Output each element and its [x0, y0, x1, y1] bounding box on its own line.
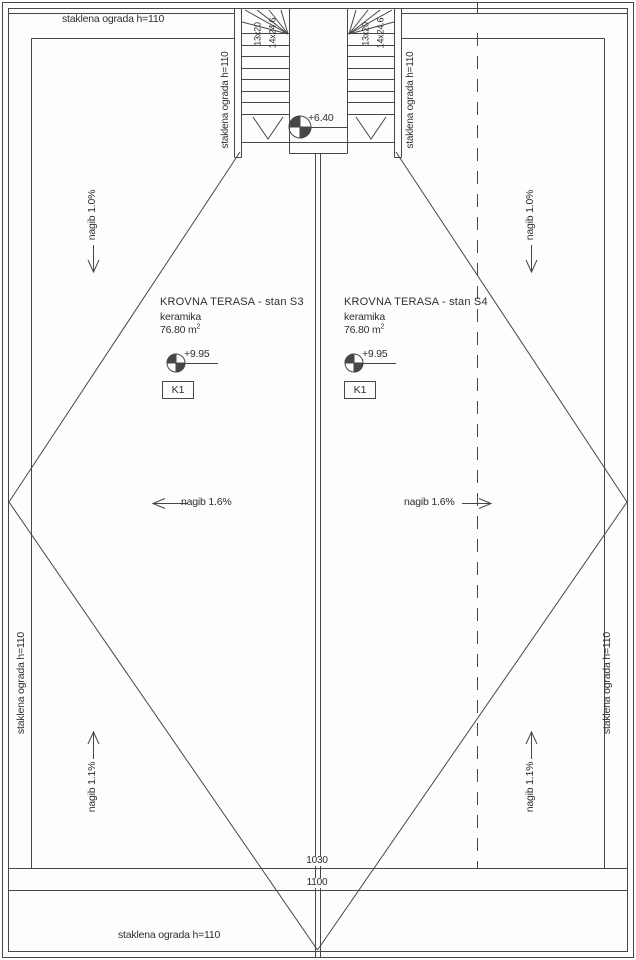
- dimension-lower-value: 1100: [297, 878, 337, 888]
- terrace-right-level: +9.95: [362, 348, 388, 360]
- slope-label-top-left: nagib 1.0%: [85, 189, 98, 241]
- railing-label-stair-right: staklena ograda h=110: [405, 51, 416, 149]
- slope-label-top-right: nagib 1.0%: [523, 189, 536, 241]
- terrace-left-tag: K1: [162, 381, 194, 399]
- slope-arrows: [87, 245, 538, 759]
- railing-label-bottom: staklena ograda h=110: [118, 929, 221, 941]
- terrace-right-material: keramika: [344, 311, 385, 323]
- slope-label-mid-right: nagib 1.6%: [404, 496, 455, 508]
- stair-left-flight: [234, 8, 290, 158]
- railing-label-top: staklena ograda h=110: [62, 13, 165, 25]
- level-marker-landing: [288, 115, 347, 139]
- terrace-right-title: KROVNA TERASA - stan S4: [344, 296, 488, 308]
- terrace-right-tag: K1: [344, 381, 376, 399]
- railing-label-right: staklena ograda h=110: [600, 631, 613, 735]
- stair-right-dim1: 13x20: [360, 22, 371, 46]
- terrace-left-area: 76.80 m2: [160, 323, 201, 336]
- center-division-line: [315, 153, 321, 958]
- terrace-left-level: +9.95: [184, 348, 210, 360]
- stair-right-flight: [347, 8, 402, 158]
- railing-label-stair-left: staklena ograda h=110: [220, 51, 231, 149]
- roof-ridge-lines: [8, 151, 628, 951]
- dimension-upper-value: 1030: [297, 856, 337, 866]
- railing-label-left: staklena ograda h=110: [14, 631, 27, 735]
- slope-label-bottom-left: nagib 1.1%: [85, 761, 98, 813]
- terrace-right-area: 76.80 m2: [344, 323, 385, 336]
- slope-label-bottom-right: nagib 1.1%: [523, 761, 536, 813]
- stair-direction-arrow: [355, 116, 387, 140]
- stair-right-dim2: 14x24.6: [375, 17, 386, 49]
- stair-left-dim2: 14x24.6: [267, 17, 278, 49]
- stair-landing: [289, 8, 348, 154]
- landing-level-value: +6.40: [308, 112, 334, 124]
- stair-left-dim1: 13x20: [252, 22, 263, 46]
- dimension-lines: [8, 868, 628, 891]
- level-marker-left-terrace: [166, 353, 218, 373]
- slope-label-mid-left: nagib 1.6%: [181, 496, 232, 508]
- terrace-left-title: KROVNA TERASA - stan S3: [160, 296, 304, 308]
- parapet-lines: [31, 38, 605, 869]
- stair-direction-arrow: [252, 116, 284, 140]
- terrace-left-material: keramika: [160, 311, 201, 323]
- level-marker-right-terrace: [344, 353, 396, 373]
